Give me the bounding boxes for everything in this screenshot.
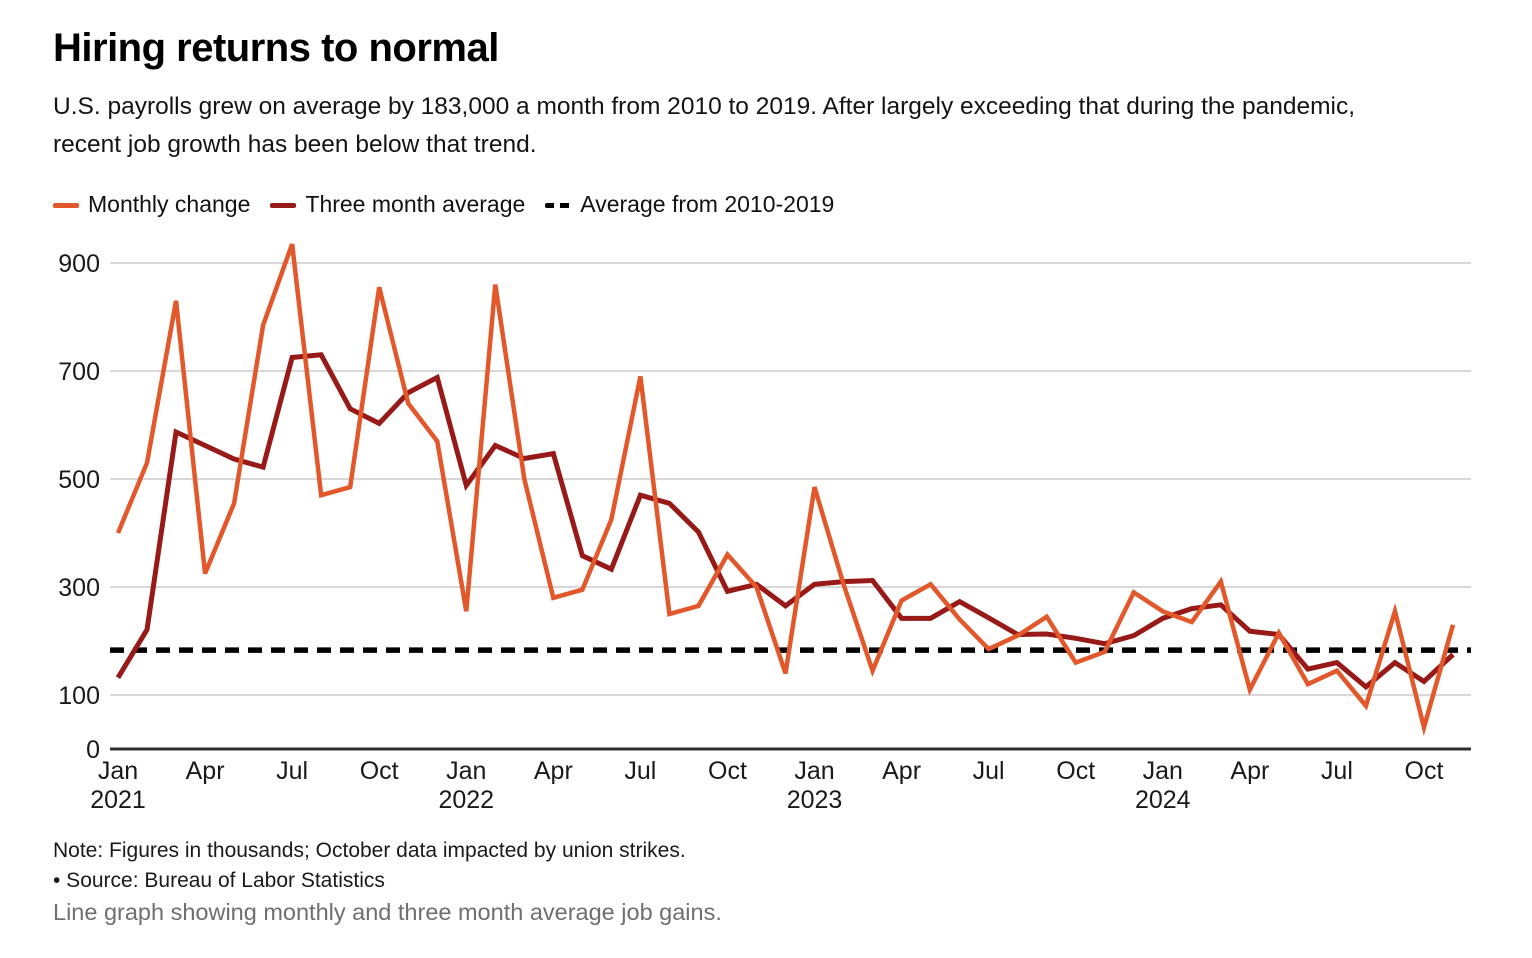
x-tick-label: Jul [1321,757,1353,785]
x-tick-label: Oct [1405,757,1444,785]
x-tick-label: Jul [973,757,1005,785]
x-tick-label: Jul [276,757,308,785]
y-tick-label: 0 [86,736,100,764]
y-tick-label: 500 [58,466,100,494]
legend-item-three-month-average: Three month average [270,191,525,218]
x-tick-label: Jan [794,757,834,785]
dashed-average-swatch-icon [545,203,572,208]
y-tick-label: 900 [58,250,100,278]
y-tick-label: 300 [58,574,100,602]
x-tick-label: Jan [446,757,486,785]
subtitle-line-1: U.S. payrolls grew on average by 183,000… [53,93,1356,120]
x-tick-label: Jan [98,757,138,785]
x-tick-label: Oct [360,757,399,785]
x-tick-label: Oct [708,757,747,785]
x-tick-label: Apr [186,757,225,785]
chart-note: Note: Figures in thousands; October data… [53,839,686,862]
chart-subtitle: U.S. payrolls grew on average by 183,000… [53,88,1503,164]
legend-label: Average from 2010-2019 [580,191,835,217]
x-year-label: 2022 [438,786,494,814]
three-month-average-swatch-icon [270,203,297,208]
legend-item-average-2010-2019: Average from 2010-2019 [545,191,834,218]
x-tick-label: Oct [1056,757,1095,785]
monthly-change-swatch-icon [53,203,79,208]
page-title: Hiring returns to normal [53,26,499,70]
x-tick-label: Apr [882,757,921,785]
subtitle-line-2: recent job growth has been below that tr… [53,131,537,158]
x-tick-label: Jan [1143,757,1183,785]
x-year-label: 2021 [90,786,146,814]
chart-source: • Source: Bureau of Labor Statistics [53,869,385,892]
x-tick-label: Jul [624,757,656,785]
x-year-label: 2023 [787,786,843,814]
monthly-change-line [115,243,1456,737]
y-tick-label: 100 [58,682,100,710]
three-month-average-line [115,352,1455,691]
y-tick-label: 700 [58,358,100,386]
x-tick-label: Apr [534,757,573,785]
legend-label: Three month average [305,191,526,217]
chart-alt-caption: Line graph showing monthly and three mon… [53,899,722,925]
x-tick-label: Apr [1230,757,1269,785]
legend-item-monthly-change: Monthly change [53,191,250,218]
legend-label: Monthly change [88,191,251,217]
x-year-label: 2024 [1135,786,1191,814]
chart-legend: Monthly change Three month average Avera… [53,191,834,218]
